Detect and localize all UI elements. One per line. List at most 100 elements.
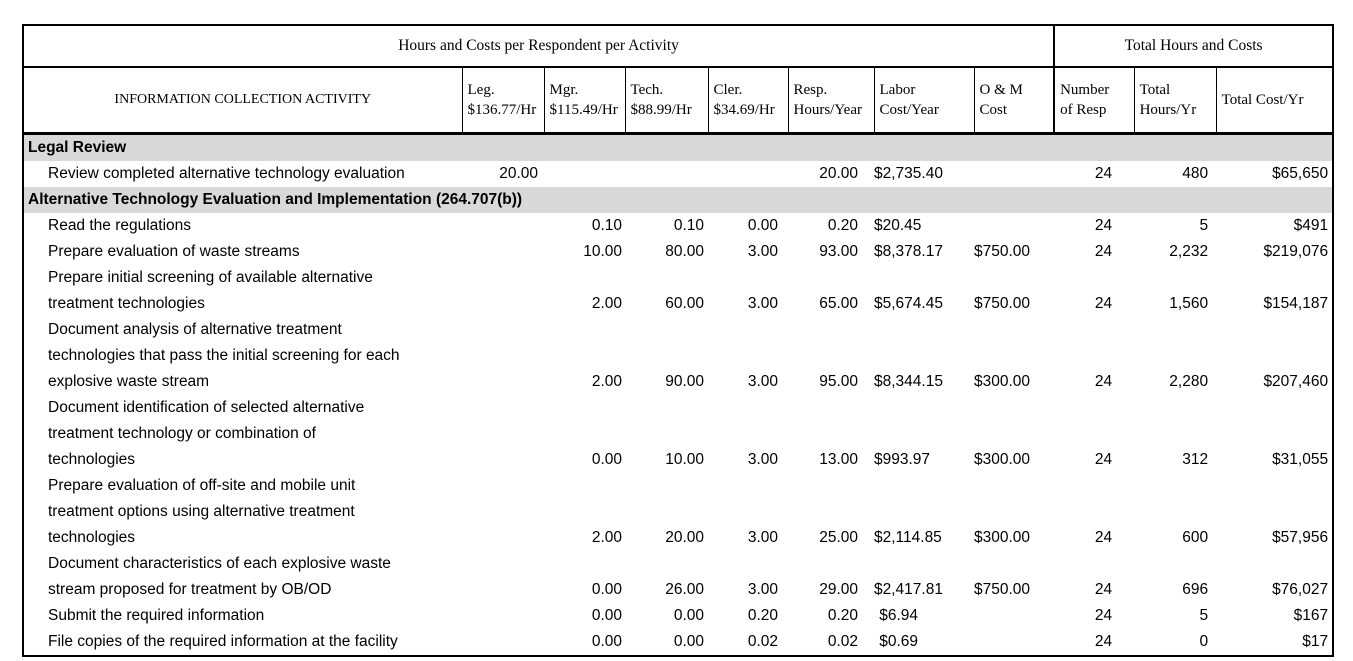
cell-resp-hours-year — [788, 395, 874, 421]
cell-number-of-resp — [1054, 499, 1134, 525]
cell-number-of-resp — [1054, 421, 1134, 447]
cell-tech-rate: 60.00 — [665, 295, 704, 312]
cell-mgr-rate — [544, 395, 625, 421]
column-header-row: INFORMATION COLLECTION ACTIVITY Leg. $136.… — [23, 67, 1334, 135]
cell-tech-rate — [625, 395, 708, 421]
cell-tech-rate — [625, 473, 708, 499]
cell-mgr-rate — [544, 317, 625, 343]
cell-activity: Review completed alternative technology … — [48, 165, 405, 182]
cell-resp-hours-year: 0.20 — [827, 217, 858, 234]
cell-leg-rate — [462, 473, 544, 499]
cell-labor-cost-year: $6.94 — [879, 607, 918, 624]
activity-row: technologies 0.00 10.00 3.00 13.00 $993.97 $30… — [23, 447, 1333, 473]
column-header-resp-hours-year: Resp. Hours/Year — [788, 67, 875, 135]
column-header-line: $88.99/Hr — [630, 102, 692, 118]
cell-tech-rate — [625, 421, 708, 447]
column-header-tech-rate: Tech. $88.99/Hr — [625, 67, 709, 135]
cell-total-hours-yr: 1,560 — [1169, 295, 1209, 312]
cell-cler-rate — [708, 421, 788, 447]
column-header-number-of-resp: Number of Resp — [1054, 67, 1135, 135]
cell-resp-hours-year: 13.00 — [819, 451, 858, 468]
cell-activity: treatment technologies — [48, 295, 205, 312]
activity-row: treatment technology or combination of — [23, 421, 1333, 447]
column-header-total-hours-yr: Total Hours/Yr — [1134, 67, 1217, 135]
cell-tech-rate — [625, 317, 708, 343]
cell-mgr-rate: 2.00 — [591, 529, 622, 546]
cell-leg-rate — [462, 603, 544, 629]
cell-total-cost-yr — [1216, 343, 1333, 369]
cell-labor-cost-year — [874, 395, 974, 421]
cell-total-cost-yr — [1216, 317, 1333, 343]
cell-cler-rate: 0.00 — [747, 217, 778, 234]
cell-mgr-rate: 0.00 — [591, 633, 622, 650]
cell-activity: Prepare evaluation of waste streams — [48, 243, 300, 260]
cell-resp-hours-year: 0.02 — [827, 633, 858, 650]
cell-cler-rate: 3.00 — [747, 373, 778, 390]
cell-tech-rate: 10.00 — [665, 451, 704, 468]
cell-number-of-resp: 24 — [1094, 633, 1113, 650]
cell-labor-cost-year: $2,735.40 — [874, 165, 943, 182]
column-header-line: Tech. — [630, 81, 664, 98]
cell-om-cost: $750.00 — [974, 295, 1031, 312]
cell-total-cost-yr — [1216, 499, 1333, 525]
cell-total-cost-yr: $167 — [1293, 607, 1329, 624]
cell-total-hours-yr — [1134, 343, 1216, 369]
cell-om-cost — [974, 603, 1054, 629]
cell-cler-rate — [708, 265, 788, 291]
cell-labor-cost-year: $8,378.17 — [874, 243, 943, 260]
cell-labor-cost-year — [874, 317, 974, 343]
cell-total-hours-yr: 600 — [1182, 529, 1209, 546]
cell-number-of-resp — [1054, 395, 1134, 421]
cell-mgr-rate: 10.00 — [583, 243, 622, 260]
cell-tech-rate: 80.00 — [665, 243, 704, 260]
cell-total-hours-yr: 5 — [1199, 607, 1209, 624]
cell-om-cost — [974, 343, 1054, 369]
column-header-line: Hours/Yr — [1139, 102, 1197, 118]
cell-labor-cost-year — [874, 499, 974, 525]
cell-total-cost-yr: $491 — [1293, 217, 1329, 234]
cell-number-of-resp: 24 — [1094, 165, 1113, 182]
cell-labor-cost-year — [874, 551, 974, 577]
cell-om-cost: $300.00 — [974, 529, 1031, 546]
cell-activity: Document characteristics of each explosi… — [48, 555, 391, 572]
cell-cler-rate — [708, 499, 788, 525]
cell-resp-hours-year: 29.00 — [819, 581, 858, 598]
activity-row: Submit the required information 0.00 0.00 0… — [23, 603, 1333, 629]
cell-mgr-rate — [544, 421, 625, 447]
cell-number-of-resp: 24 — [1094, 243, 1113, 260]
cell-number-of-resp: 24 — [1094, 607, 1113, 624]
cell-number-of-resp — [1054, 265, 1134, 291]
cell-cler-rate: 0.02 — [747, 633, 778, 650]
cell-om-cost: $750.00 — [974, 581, 1031, 598]
cell-leg-rate — [462, 343, 544, 369]
cell-mgr-rate — [544, 473, 625, 499]
activity-row: explosive waste stream 2.00 90.00 3.00 95.00… — [23, 369, 1333, 395]
cell-cler-rate: 3.00 — [747, 581, 778, 598]
cell-labor-cost-year: $8,344.15 — [874, 373, 943, 390]
cell-tech-rate — [625, 551, 708, 577]
cell-total-cost-yr: $76,027 — [1272, 581, 1329, 598]
cell-om-cost — [974, 421, 1054, 447]
cell-mgr-rate: 0.10 — [591, 217, 622, 234]
column-header-line: Labor — [879, 81, 916, 98]
cell-leg-rate — [462, 239, 544, 265]
cell-total-hours-yr: 312 — [1182, 451, 1209, 468]
cell-leg-rate — [462, 265, 544, 291]
column-header-line: Cost — [979, 102, 1008, 118]
column-header-line: Cler. — [713, 81, 743, 98]
cell-cler-rate — [708, 473, 788, 499]
cell-resp-hours-year — [788, 265, 874, 291]
cell-labor-cost-year: $20.45 — [874, 217, 922, 234]
cell-activity: technologies — [48, 529, 136, 546]
cell-number-of-resp — [1054, 343, 1134, 369]
activity-row: Prepare initial screening of available a… — [23, 265, 1333, 291]
cell-om-cost — [974, 265, 1054, 291]
cell-total-cost-yr — [1216, 421, 1333, 447]
cell-total-hours-yr — [1134, 421, 1216, 447]
cell-mgr-rate: 2.00 — [591, 295, 622, 312]
column-header-line: $136.77/Hr — [467, 102, 537, 118]
cell-leg-rate — [462, 395, 544, 421]
column-header-line: Resp. — [793, 81, 828, 98]
cell-labor-cost-year: $993.97 — [874, 451, 931, 468]
cell-total-cost-yr: $207,460 — [1263, 373, 1329, 390]
